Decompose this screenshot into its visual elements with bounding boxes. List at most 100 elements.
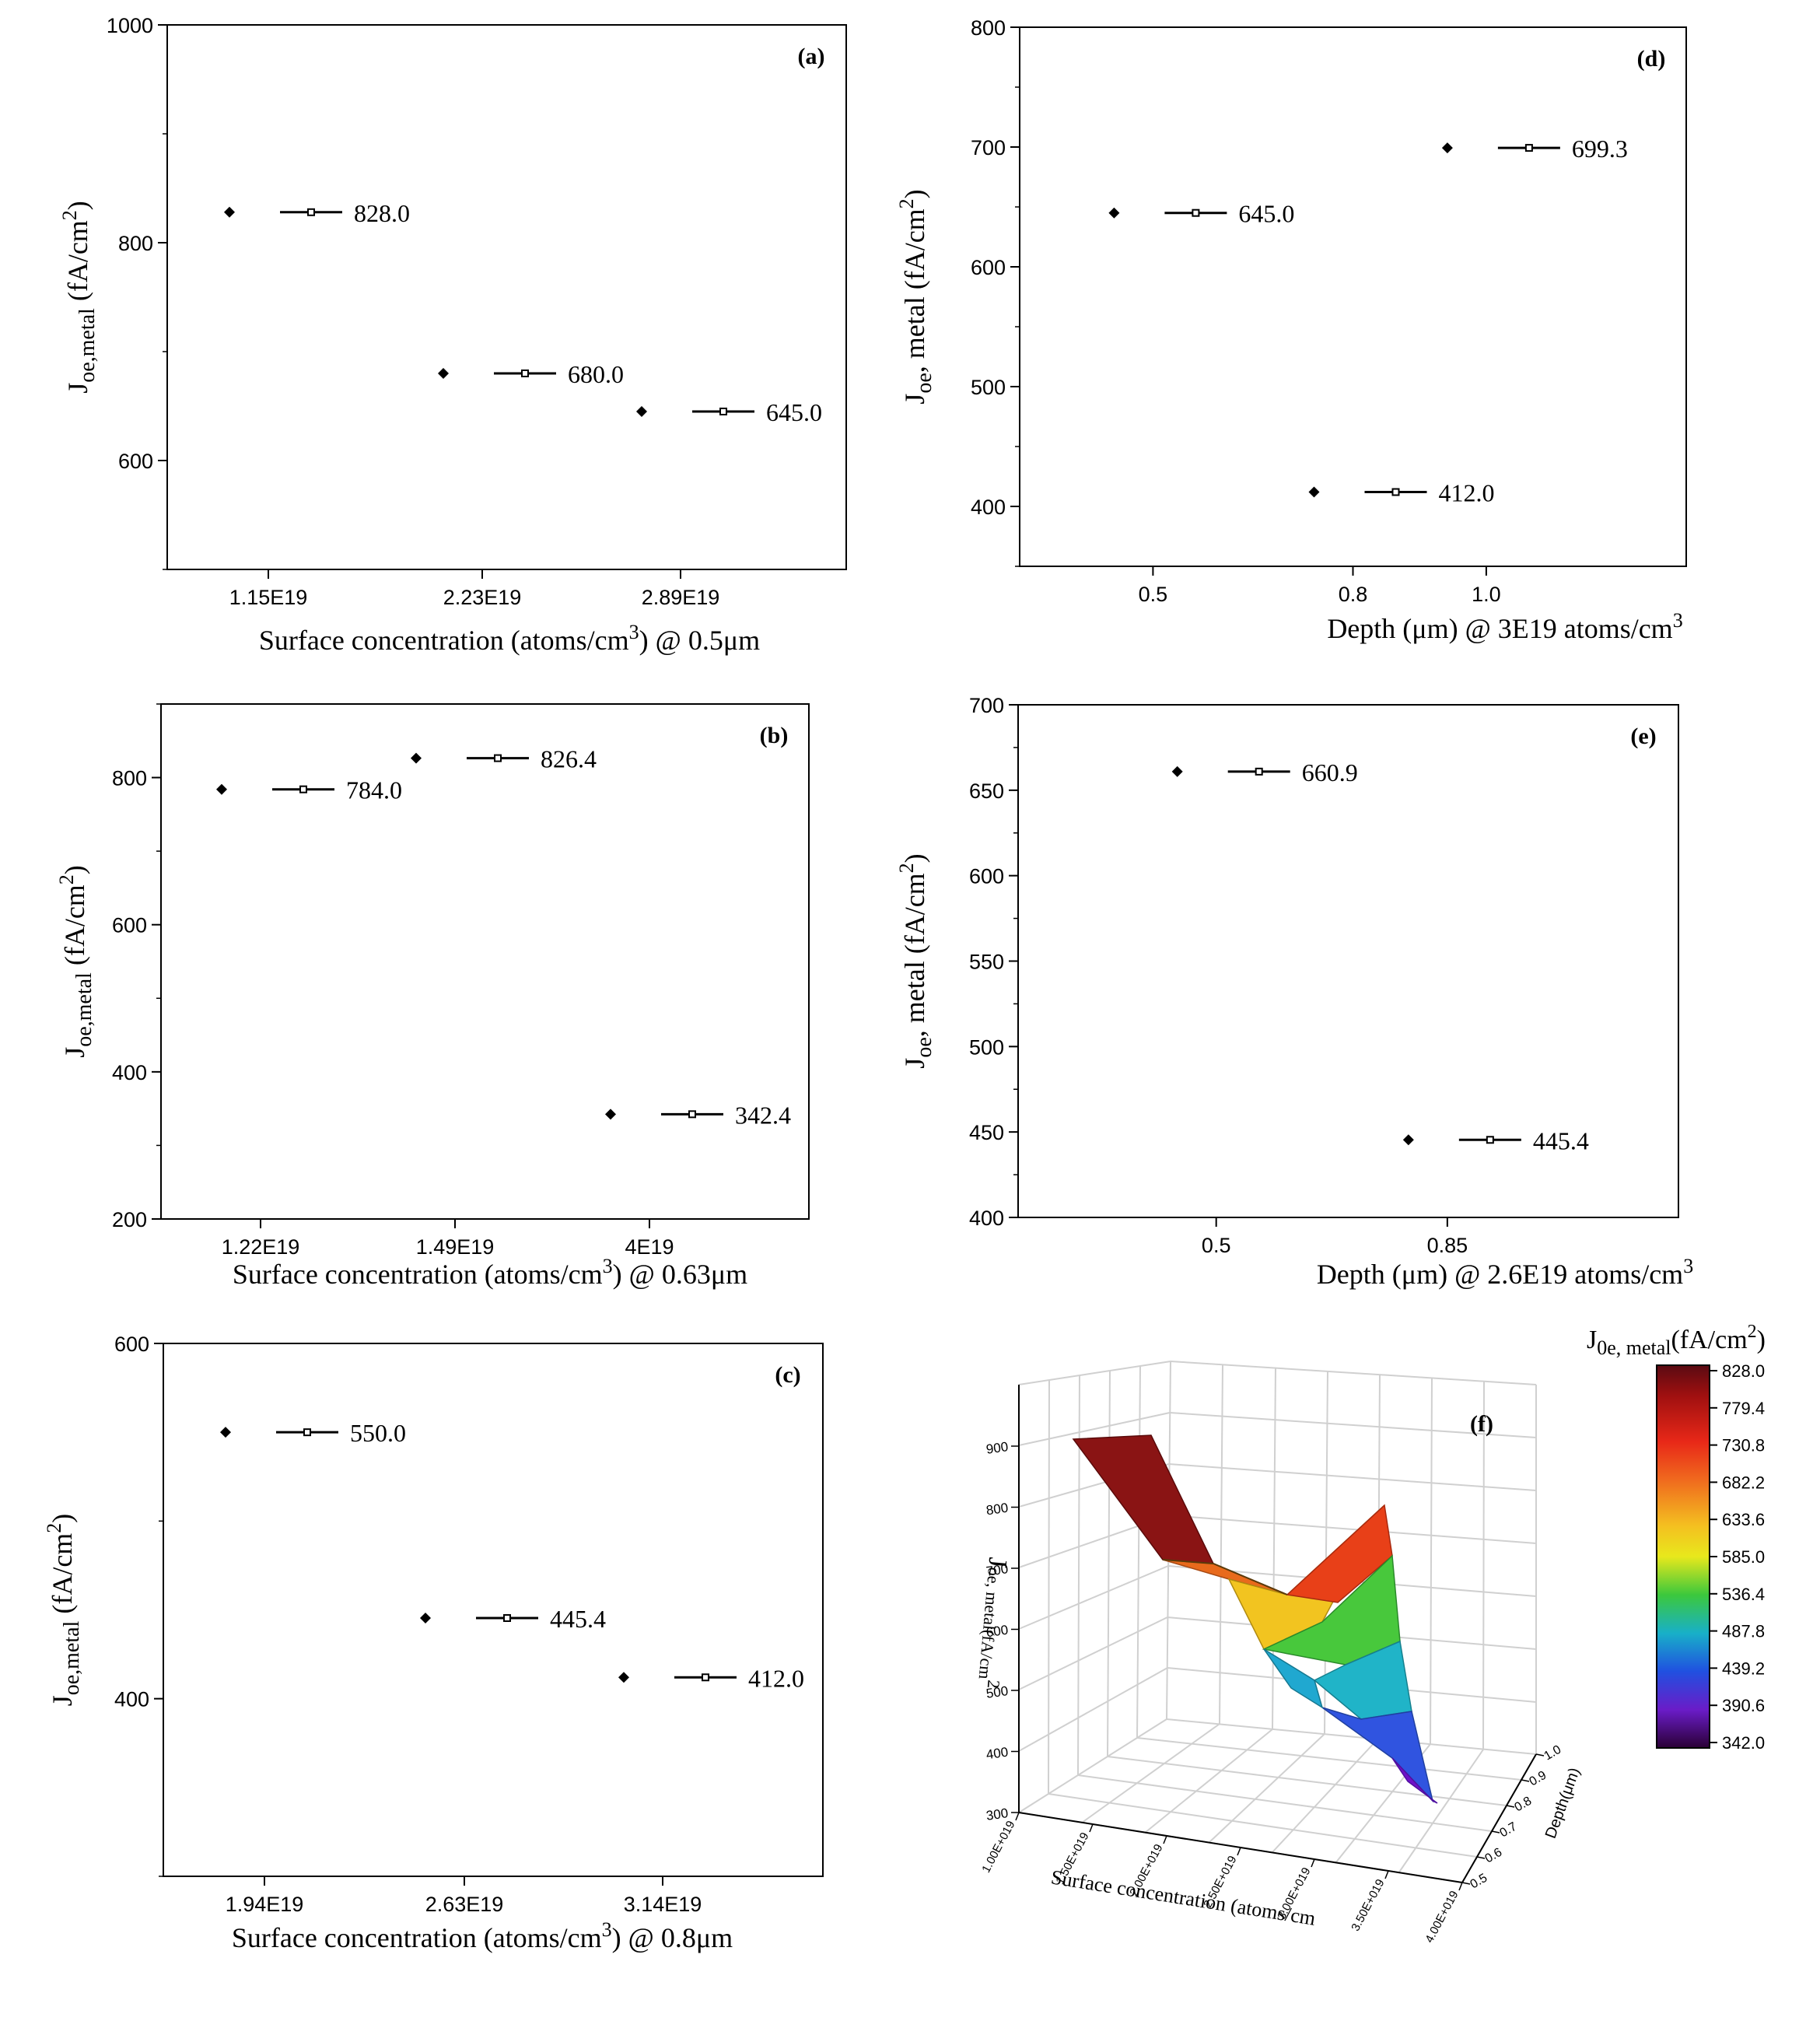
data-label: 645.0: [766, 398, 822, 426]
y-tick-label: 400: [112, 1061, 147, 1084]
x-tick-label: 2.23E19: [443, 586, 522, 609]
x-axis-label-tail: ) @ 0.5μm: [639, 625, 760, 656]
y-axis-label: Joe,metal (fA/cm2): [55, 865, 96, 1058]
data-point-marker: [411, 752, 422, 764]
y-tick-label: 450: [969, 1121, 1004, 1144]
x-tick-label: 1.15E19: [229, 586, 308, 609]
x-axis-label: Depth (μm) @ 3E19 atoms/cm3: [1327, 609, 1682, 644]
y-tick-label: 1000: [107, 14, 153, 37]
colorbar-tick-label: 487.8: [1722, 1622, 1765, 1641]
data-point-marker: [1402, 1134, 1414, 1146]
z-axis-label-main: J: [982, 1556, 1012, 1568]
x-tick-label: 4.00E+019: [1423, 1889, 1461, 1945]
plot-frame: [160, 703, 810, 1220]
y-axis-label-main: J: [899, 394, 930, 405]
x-tick-label: 1.0: [1472, 583, 1501, 606]
data-point-marker: [1441, 142, 1453, 154]
x-tick-label: 0.5: [1139, 583, 1168, 606]
colorbar-tick-label: 390.6: [1722, 1696, 1765, 1715]
data-label: 784.0: [346, 776, 402, 804]
plot-frame: [166, 24, 847, 570]
depth-tick-label: 0.6: [1483, 1846, 1505, 1866]
colorbar-tick-label: 536.4: [1722, 1585, 1765, 1604]
y-tick-label: 800: [971, 16, 1006, 40]
colorbar-tick-label: 585.0: [1722, 1547, 1765, 1567]
y-tick-label: 200: [112, 1208, 147, 1231]
depth-tick: [1521, 1779, 1530, 1782]
x-axis-label: Surface concentration (atoms/cm3) @ 0.5μ…: [259, 621, 760, 656]
y-tick-label: 600: [114, 1333, 149, 1356]
plot-frame: [1019, 26, 1687, 567]
z-tick-label: 700: [985, 1561, 1010, 1579]
y-tick-label: 400: [971, 496, 1006, 519]
panel-label: (c): [775, 1362, 800, 1388]
y-tick-label: 600: [971, 256, 1006, 279]
depth-tick-label: 0.5: [1468, 1872, 1490, 1892]
y-axis-label-end: ): [59, 865, 90, 874]
data-label: 699.3: [1572, 135, 1628, 163]
data-point-marker: [224, 206, 235, 218]
y-tick-label: 800: [118, 232, 153, 255]
colorbar-tick-label: 439.2: [1722, 1658, 1765, 1678]
colorbar-tick-label: 342.0: [1722, 1733, 1765, 1753]
data-bar-square: [1486, 1136, 1494, 1144]
y-axis-label-main: J: [899, 1058, 930, 1069]
panel-label: (a): [798, 44, 825, 69]
data-bar-square: [702, 1673, 709, 1682]
y-tick-label: 500: [971, 376, 1006, 399]
y-axis-label-rest: , metal (fA/cm: [899, 873, 930, 1037]
data-label: 645.0: [1238, 200, 1294, 228]
z-tick-label: 300: [985, 1806, 1010, 1823]
z-tick-label: 500: [985, 1683, 1010, 1701]
data-label: 412.0: [1439, 479, 1495, 507]
y-axis-label-sub: oe: [912, 373, 936, 393]
data-point-marker: [618, 1672, 629, 1683]
x-tick-label: 4E19: [625, 1235, 674, 1259]
x-axis-label-sup: 3: [603, 1255, 613, 1277]
y-tick-label: 550: [969, 951, 1004, 974]
depth-tick: [1476, 1856, 1486, 1859]
data-label: 826.4: [541, 745, 597, 773]
data-bar-square: [1524, 144, 1533, 152]
x-tick-label: 3.14E19: [624, 1893, 702, 1916]
data-bar-square: [1192, 208, 1200, 217]
x-tick: [1015, 1812, 1020, 1821]
depth-tick-label: 0.7: [1498, 1820, 1520, 1841]
x-axis-label-tail: ) @ 0.8μm: [612, 1922, 733, 1953]
y-axis-label-rest: (fA/cm: [59, 884, 90, 972]
x-axis-label: Depth (μm) @ 2.6E19 atoms/cm3: [1317, 1255, 1693, 1290]
y-axis-label-sub: oe,metal: [75, 308, 100, 383]
y-tick-label: 800: [112, 767, 147, 790]
x-axis-label-main: Depth (μm) @ 3E19 atoms/cm: [1327, 613, 1672, 644]
data-bar-square: [494, 754, 502, 762]
x-axis-label-sup: 3: [602, 1918, 612, 1941]
panel-b: 200 400 600 800 1.22E19 1.49E19 4E19 784.0 826.4…: [55, 703, 810, 1290]
y-axis-label-sup: 2: [58, 210, 81, 220]
colorbar-tick-label: 633.6: [1722, 1510, 1765, 1529]
data-label: 445.4: [1533, 1126, 1589, 1154]
y-axis-label-end: ): [899, 189, 930, 198]
y-axis-label-sub: oe,metal: [72, 972, 96, 1047]
x-tick-label: 1.94E19: [226, 1893, 304, 1916]
data-point-marker: [1108, 207, 1120, 219]
data-bar-square: [719, 408, 727, 415]
data-label: 828.0: [354, 199, 410, 227]
y-axis-label-main: J: [59, 1047, 90, 1058]
y-axis-label-sup: 2: [895, 863, 918, 873]
colorbar: 828.0 779.4 730.8 682.2 633.6 585.0 536.4 487.8…: [1587, 1322, 1766, 1753]
y-axis-label-sup: 2: [55, 874, 78, 884]
z-axis-label: Joe, metal(fA/cm2: [972, 1556, 1015, 1689]
data-label: 660.9: [1302, 758, 1358, 786]
y-tick-label: 700: [969, 694, 1004, 717]
x-tick: [1089, 1823, 1094, 1833]
panel-f-3d-surface: (f) 300 400 500 600 700 800 900 Joe, metal(fA/cm…: [972, 1361, 1584, 1945]
data-point-marker: [636, 406, 647, 417]
data-bar-square: [521, 370, 529, 377]
depth-tick: [1506, 1805, 1515, 1808]
x-tick: [1458, 1882, 1463, 1891]
colorbar-tick-label: 682.2: [1722, 1473, 1765, 1492]
x-tick: [1384, 1870, 1389, 1879]
y-axis-label-main: J: [47, 1695, 78, 1706]
colorbar-tick-label: 779.4: [1722, 1399, 1765, 1418]
